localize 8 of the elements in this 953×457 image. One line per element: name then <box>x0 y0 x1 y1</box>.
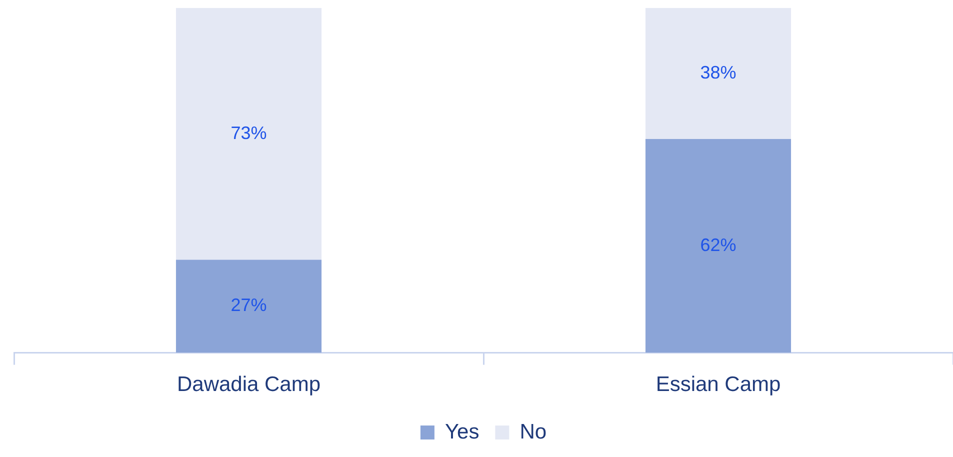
legend-label: No <box>520 420 547 444</box>
data-label: 38% <box>700 62 736 82</box>
data-label: 27% <box>230 295 267 316</box>
x-tick-label: Dawadia Camp <box>176 373 321 396</box>
data-label: 62% <box>700 234 736 255</box>
data-label: 73% <box>230 122 267 143</box>
legend-label: Yes <box>444 420 480 444</box>
x-tick-label: Essian Camp <box>656 373 781 396</box>
